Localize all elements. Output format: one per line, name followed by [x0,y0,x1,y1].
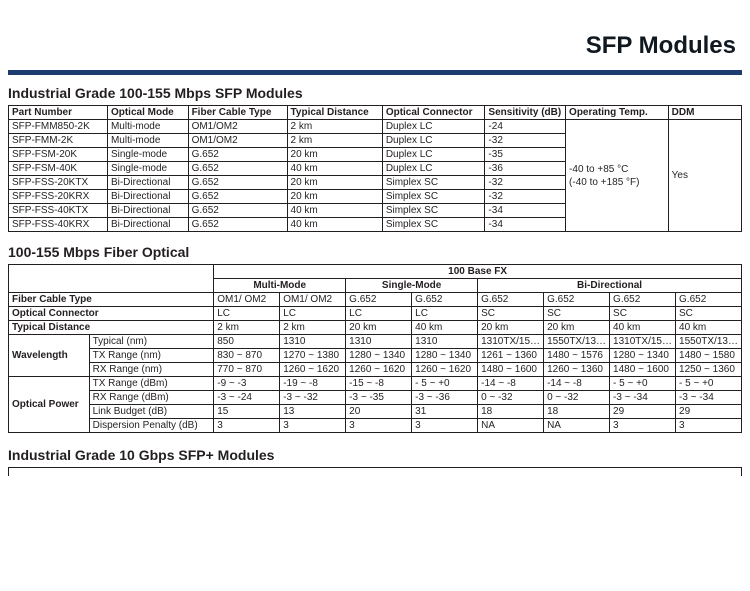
table-cell: -34 [485,204,566,218]
table-cell: Bi-Directional [107,190,188,204]
table-cell: Duplex LC [382,162,485,176]
table-cell: -32 [485,176,566,190]
table-cell: 40 km [287,218,382,232]
label-dispersion: Dispersion Penalty (dB) [89,419,214,433]
table-row: SFP-FMM850-2KMulti-modeOM1/OM22 kmDuplex… [9,120,742,134]
th-part-number: Part Number [9,106,108,120]
table-cell: -34 [485,218,566,232]
table-cell: OM1/OM2 [188,120,287,134]
table-cell: -36 [485,162,566,176]
page-title: SFP Modules [586,32,736,59]
table-cell: SFP-FSS-20KRX [9,190,108,204]
row-wavelength-rx: RX Range (nm) 770 ~ 870 1260 ~ 1620 1260… [9,363,742,377]
table-cell: Multi-mode [107,134,188,148]
table-cell: Simplex SC [382,204,485,218]
table-cell: SFP-FMM-2K [9,134,108,148]
table-cell: 40 km [287,162,382,176]
table-cell: -32 [485,134,566,148]
super-header-row: 100 Base FX [9,265,742,279]
row-dispersion: Dispersion Penalty (dB) 3 3 3 3 NA NA 3 … [9,419,742,433]
table-cell: Bi-Directional [107,218,188,232]
label-rx-range-dbm: RX Range (dBm) [89,391,214,405]
cell-operating-temp: -40 to +85 °C(-40 to +185 °F) [566,120,669,232]
label-optical-connector: Optical Connector [9,307,214,321]
table-cell: Duplex LC [382,134,485,148]
th-operating-temp: Operating Temp. [566,106,669,120]
table-cell: SFP-FSM-20K [9,148,108,162]
table-cell: 2 km [287,134,382,148]
row-power-tx: Optical Power TX Range (dBm) -9 ~ -3 -19… [9,377,742,391]
header-rule [8,70,742,75]
table-10gbps-sfp-plus [8,467,742,476]
section-title-2: 100-155 Mbps Fiber Optical [8,244,742,260]
table-cell: Bi-Directional [107,176,188,190]
page-header: SFP Modules [8,0,742,64]
th-ddm: DDM [668,106,741,120]
table-cell: -24 [485,120,566,134]
th-single-mode: Single-Mode [346,279,478,293]
th-bi-directional: Bi-Directional [478,279,742,293]
table-cell: SFP-FSM-40K [9,162,108,176]
table-cell: 20 km [287,176,382,190]
table-cell: G.652 [188,162,287,176]
row-link-budget: Link Budget (dB) 15 13 20 31 18 18 29 29 [9,405,742,419]
table-industrial-100-155: Part Number Optical Mode Fiber Cable Typ… [8,105,742,232]
table-cell: 40 km [287,204,382,218]
row-optical-connector: Optical Connector LC LC LC LC SC SC SC S… [9,307,742,321]
table-cell: G.652 [188,218,287,232]
table-cell: Multi-mode [107,120,188,134]
label-rx-range-nm: RX Range (nm) [89,363,214,377]
table-cell: Single-mode [107,148,188,162]
table-header-row: Part Number Optical Mode Fiber Cable Typ… [9,106,742,120]
section-title-1: Industrial Grade 100-155 Mbps SFP Module… [8,85,742,101]
table-cell: Simplex SC [382,190,485,204]
table-cell: SFP-FSS-40KRX [9,218,108,232]
th-typical-distance: Typical Distance [287,106,382,120]
label-typical-distance: Typical Distance [9,321,214,335]
table-100-155-fiber-optical: 100 Base FX Multi-Mode Single-Mode Bi-Di… [8,264,742,433]
table-cell: Bi-Directional [107,204,188,218]
table-cell: SFP-FSS-40KTX [9,204,108,218]
table-cell: G.652 [188,176,287,190]
label-wavelength: Wavelength [9,335,90,377]
table-cell: 2 km [287,120,382,134]
row-fiber-cable-type: Fiber Cable Type OM1/ OM2 OM1/ OM2 G.652… [9,293,742,307]
th-optical-mode: Optical Mode [107,106,188,120]
label-tx-range-dbm: TX Range (dBm) [89,377,214,391]
section-title-3: Industrial Grade 10 Gbps SFP+ Modules [8,447,742,463]
th-blank [9,265,214,293]
table-cell: -35 [485,148,566,162]
table-cell: Simplex SC [382,176,485,190]
row-wavelength-typical: Wavelength Typical (nm) 850 1310 1310 13… [9,335,742,349]
table-cell: Duplex LC [382,120,485,134]
table-cell: G.652 [188,204,287,218]
table-cell: 20 km [287,148,382,162]
label-fiber-cable-type: Fiber Cable Type [9,293,214,307]
row-power-rx: RX Range (dBm) -3 ~ -24 -3 ~ -32 -3 ~ -3… [9,391,742,405]
table-cell: SFP-FMM850-2K [9,120,108,134]
table-cell: OM1/OM2 [188,134,287,148]
th-optical-connector: Optical Connector [382,106,485,120]
label-optical-power: Optical Power [9,377,90,433]
th-sensitivity: Sensitivity (dB) [485,106,566,120]
label-typical-nm: Typical (nm) [89,335,214,349]
table-cell: Single-mode [107,162,188,176]
cell-ddm: Yes [668,120,741,232]
table-cell: SFP-FSS-20KTX [9,176,108,190]
row-typical-distance: Typical Distance 2 km 2 km 20 km 40 km 2… [9,321,742,335]
th-fiber-cable-type: Fiber Cable Type [188,106,287,120]
table-cell: G.652 [188,190,287,204]
table-cell: 20 km [287,190,382,204]
label-link-budget: Link Budget (dB) [89,405,214,419]
table-cell: Simplex SC [382,218,485,232]
table-cell: Duplex LC [382,148,485,162]
th-multi-mode: Multi-Mode [214,279,346,293]
table-cell: -32 [485,190,566,204]
label-tx-range-nm: TX Range (nm) [89,349,214,363]
table-cell: G.652 [188,148,287,162]
th-100-base-fx: 100 Base FX [214,265,742,279]
row-wavelength-tx: TX Range (nm) 830 ~ 870 1270 ~ 1380 1280… [9,349,742,363]
